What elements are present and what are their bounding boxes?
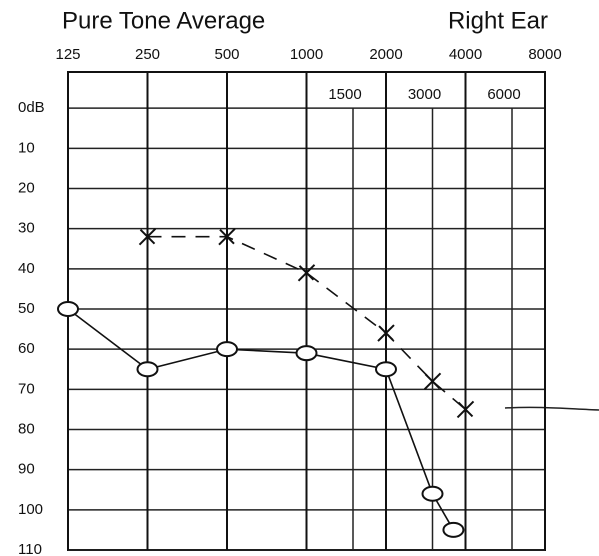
- x-tick-label: 2000: [369, 46, 402, 63]
- y-tick-label: 40: [18, 260, 35, 277]
- x-tick-label: 4000: [449, 46, 482, 63]
- x-tick-label: 8000: [528, 46, 561, 63]
- y-tick-label: 50: [18, 300, 35, 317]
- audiogram: Pure Tone Average Right Ear 0dB 10 20 30 40 5…: [0, 0, 599, 556]
- y-tick-label: 90: [18, 461, 35, 478]
- y-tick-label: 30: [18, 220, 35, 237]
- circle-marker: [423, 487, 443, 501]
- circle-marker: [443, 523, 463, 537]
- circle-marker: [297, 346, 317, 360]
- chart-subtitle: Right Ear: [448, 7, 548, 34]
- series-line: [68, 309, 453, 530]
- x-tick-label: 250: [135, 46, 160, 63]
- x-tick-label: 1000: [290, 46, 323, 63]
- y-tick-label: 60: [18, 340, 35, 357]
- chart-title: Pure Tone Average: [62, 7, 265, 34]
- pen-stroke: [505, 407, 599, 410]
- x-tick-label: 500: [214, 46, 239, 63]
- y-tick-label: 70: [18, 380, 35, 397]
- page: {"chart_data": {"type": "audiogram", "ti…: [0, 0, 599, 556]
- circle-marker: [138, 362, 158, 376]
- y-tick-label: 10: [18, 139, 35, 156]
- x-tick-label: 125: [55, 46, 80, 63]
- x-minor-tick-label: 1500: [328, 86, 361, 103]
- y-tick-label: 0dB: [18, 99, 45, 116]
- circle-marker: [217, 342, 237, 356]
- y-tick-label: 80: [18, 420, 35, 437]
- circle-marker: [58, 302, 78, 316]
- y-tick-label: 20: [18, 179, 35, 196]
- y-tick-label: 100: [18, 501, 43, 518]
- x-minor-tick-label: 6000: [487, 86, 520, 103]
- circle-marker: [376, 362, 396, 376]
- y-tick-label: 110: [18, 541, 42, 556]
- x-minor-tick-label: 3000: [408, 86, 441, 103]
